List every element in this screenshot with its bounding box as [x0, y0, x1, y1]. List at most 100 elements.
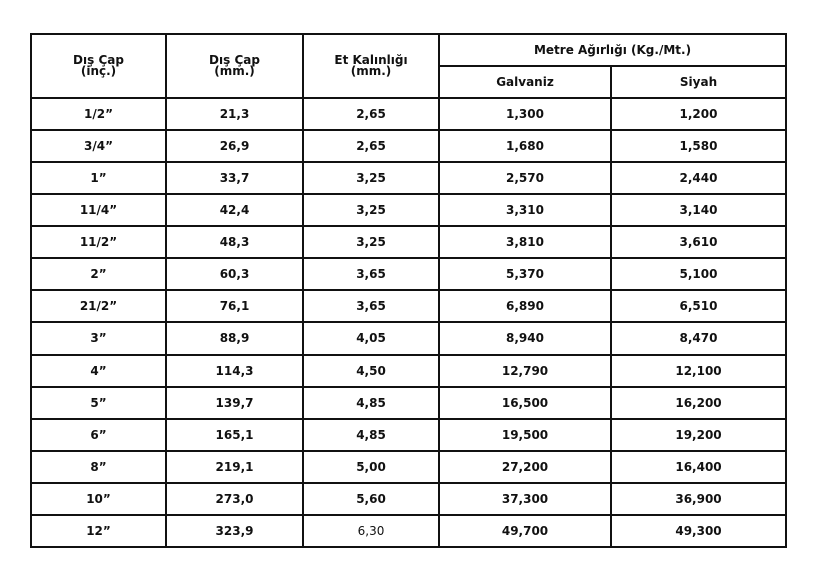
cell-black-weight: 6,510	[609, 289, 788, 324]
cell-outer-diameter-mm: 42,4	[165, 193, 304, 228]
cell-wall-thickness: 3,25	[302, 161, 440, 196]
pipe-weight-table: Dış Çap (inç.) Dış Çap (mm.) Et Kalınlığ…	[30, 33, 788, 549]
header-black: Siyah	[609, 65, 788, 99]
cell-outer-diameter-mm: 48,3	[165, 225, 304, 260]
cell-wall-thickness: 3,65	[302, 257, 440, 292]
header-wall-thickness: Et Kalınlığı (mm.)	[302, 33, 440, 99]
cell-outer-diameter-inch: 1”	[30, 161, 167, 196]
table-row: 21/2” 76,1 3,65 6,890 6,510	[30, 289, 788, 324]
cell-black-weight: 3,610	[609, 225, 788, 260]
cell-outer-diameter-mm: 21,3	[165, 96, 304, 132]
table-row: 11/4” 42,4 3,25 3,310 3,140	[30, 193, 788, 228]
cell-black-weight: 8,470	[609, 321, 788, 356]
cell-galvanized-weight: 49,700	[438, 513, 612, 549]
cell-galvanized-weight: 3,810	[438, 225, 612, 260]
cell-wall-thickness: 4,05	[302, 321, 440, 356]
table-row: 3” 88,9 4,05 8,940 8,470	[30, 321, 788, 356]
cell-outer-diameter-mm: 165,1	[165, 417, 304, 452]
header-outer-diameter-inch-unit: (inç.)	[80, 64, 117, 78]
cell-galvanized-weight: 16,500	[438, 385, 612, 420]
cell-outer-diameter-mm: 139,7	[165, 385, 304, 420]
header-row-sub: Galvaniz Siyah	[31, 65, 788, 99]
cell-black-weight: 49,300	[609, 513, 788, 549]
cell-galvanized-weight: 1,300	[438, 96, 612, 132]
cell-galvanized-weight: 5,370	[438, 257, 612, 292]
cell-galvanized-weight: 19,500	[438, 417, 612, 452]
cell-outer-diameter-inch: 8”	[30, 449, 167, 484]
cell-outer-diameter-mm: 60,3	[165, 257, 304, 292]
table-row: 8” 219,1 5,00 27,200 16,400	[30, 449, 788, 484]
header-outer-diameter-inch-label: Dış Çap	[73, 53, 124, 67]
cell-black-weight: 1,200	[609, 96, 788, 132]
cell-outer-diameter-mm: 26,9	[165, 129, 304, 164]
cell-outer-diameter-mm: 76,1	[165, 289, 304, 324]
cell-black-weight: 12,100	[609, 353, 788, 388]
cell-black-weight: 19,200	[609, 417, 788, 452]
table-row: 1/2” 21,3 2,65 1,300 1,200	[30, 96, 788, 132]
cell-galvanized-weight: 6,890	[438, 289, 612, 324]
cell-wall-thickness: 2,65	[302, 96, 440, 132]
cell-outer-diameter-inch: 4”	[30, 353, 167, 388]
cell-wall-thickness: 5,60	[302, 481, 440, 516]
cell-outer-diameter-inch: 6”	[30, 417, 167, 452]
table-row: 4” 114,3 4,50 12,790 12,100	[30, 353, 788, 388]
table-row: 5” 139,7 4,85 16,500 16,200	[30, 385, 788, 420]
cell-galvanized-weight: 27,200	[438, 449, 612, 484]
table-body: 1/2” 21,3 2,65 1,300 1,200 3/4” 26,9 2,6…	[30, 96, 788, 549]
header-outer-diameter-mm-unit: (mm.)	[214, 64, 255, 78]
cell-galvanized-weight: 3,310	[438, 193, 612, 228]
cell-galvanized-weight: 37,300	[438, 481, 612, 516]
cell-galvanized-weight: 8,940	[438, 321, 612, 356]
header-galvanized: Galvaniz	[438, 65, 612, 99]
cell-outer-diameter-inch: 3”	[30, 321, 167, 356]
cell-wall-thickness: 6,30	[302, 513, 440, 549]
cell-outer-diameter-inch: 10”	[30, 481, 167, 516]
cell-outer-diameter-inch: 11/2”	[30, 225, 167, 260]
table-row: 3/4” 26,9 2,65 1,680 1,580	[30, 129, 788, 164]
table-row: 12” 323,9 6,30 49,700 49,300	[30, 513, 788, 549]
cell-outer-diameter-inch: 11/4”	[30, 193, 167, 228]
cell-black-weight: 2,440	[609, 161, 788, 196]
cell-wall-thickness: 2,65	[302, 129, 440, 164]
cell-outer-diameter-mm: 114,3	[165, 353, 304, 388]
cell-black-weight: 3,140	[609, 193, 788, 228]
cell-wall-thickness: 4,85	[302, 417, 440, 452]
table-header: Dış Çap (inç.) Dış Çap (mm.) Et Kalınlığ…	[30, 33, 788, 99]
cell-outer-diameter-inch: 2”	[30, 257, 167, 292]
cell-outer-diameter-mm: 323,9	[165, 513, 304, 549]
cell-galvanized-weight: 12,790	[438, 353, 612, 388]
cell-black-weight: 5,100	[609, 257, 788, 292]
cell-wall-thickness: 3,25	[302, 193, 440, 228]
cell-wall-thickness: 3,25	[302, 225, 440, 260]
cell-galvanized-weight: 1,680	[438, 129, 612, 164]
header-wall-thickness-label: Et Kalınlığı	[334, 53, 408, 67]
cell-wall-thickness: 3,65	[302, 289, 440, 324]
header-outer-diameter-mm: Dış Çap (mm.)	[165, 33, 304, 99]
cell-outer-diameter-inch: 21/2”	[30, 289, 167, 324]
cell-outer-diameter-mm: 33,7	[165, 161, 304, 196]
table-row: 2” 60,3 3,65 5,370 5,100	[30, 257, 788, 292]
cell-outer-diameter-inch: 3/4”	[30, 129, 167, 164]
header-meter-weight-group: Metre Ağırlığı (Kg./Mt.)	[437, 33, 788, 67]
cell-outer-diameter-mm: 219,1	[165, 449, 304, 484]
cell-outer-diameter-inch: 5”	[30, 385, 167, 420]
header-outer-diameter-inch: Dış Çap (inç.)	[30, 33, 167, 99]
cell-outer-diameter-mm: 88,9	[165, 321, 304, 356]
header-wall-thickness-unit: (mm.)	[350, 64, 392, 78]
cell-outer-diameter-mm: 273,0	[165, 481, 304, 516]
cell-wall-thickness: 4,50	[302, 353, 440, 388]
cell-black-weight: 16,200	[609, 385, 788, 420]
table-row: 11/2” 48,3 3,25 3,810 3,610	[30, 225, 788, 260]
cell-outer-diameter-inch: 12”	[30, 513, 167, 549]
table-row: 6” 165,1 4,85 19,500 19,200	[30, 417, 788, 452]
table-row: 1” 33,7 3,25 2,570 2,440	[30, 161, 788, 196]
cell-black-weight: 1,580	[609, 129, 788, 164]
cell-galvanized-weight: 2,570	[438, 161, 612, 196]
cell-wall-thickness: 4,85	[302, 385, 440, 420]
header-row-top: Dış Çap (inç.) Dış Çap (mm.) Et Kalınlığ…	[30, 33, 788, 99]
cell-outer-diameter-inch: 1/2”	[30, 96, 167, 132]
cell-wall-thickness: 5,00	[302, 449, 440, 484]
table-row: 10” 273,0 5,60 37,300 36,900	[30, 481, 788, 516]
cell-black-weight: 36,900	[609, 481, 788, 516]
cell-black-weight: 16,400	[609, 449, 788, 484]
